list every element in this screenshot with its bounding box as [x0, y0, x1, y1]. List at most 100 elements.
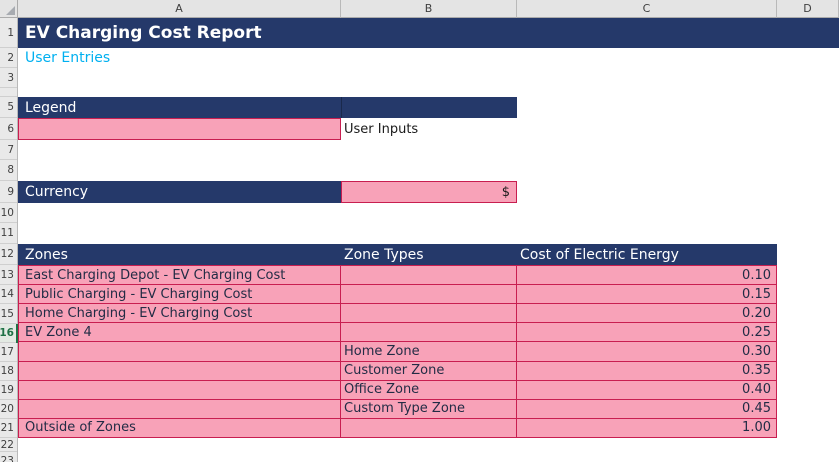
subtitle-cell[interactable]: User Entries — [18, 48, 338, 68]
zone-name: East Charging Depot - EV Charging Cost — [25, 267, 286, 283]
column-header-c[interactable]: C — [517, 0, 777, 18]
zone-name-cell[interactable] — [19, 399, 341, 418]
user-input-swatch-cell[interactable] — [18, 118, 341, 140]
zone-name-cell[interactable]: Outside of Zones — [19, 418, 341, 437]
zone-row-17: Home Zone 0.30 — [19, 342, 776, 362]
zone-cost: 0.30 — [742, 343, 771, 359]
zone-name-cell[interactable]: East Charging Depot - EV Charging Cost — [19, 266, 341, 285]
row-header-22[interactable]: 22 — [0, 438, 17, 452]
legend-header-cell[interactable]: Legend — [18, 97, 517, 118]
zone-type-cell[interactable] — [341, 323, 517, 342]
zone-row-16-active: EV Zone 4 0.25 — [19, 323, 776, 343]
zone-cost-cell[interactable]: 0.30 — [517, 342, 776, 360]
row-header-13[interactable]: 13 — [0, 265, 17, 285]
zone-type-cell[interactable]: Customer Zone — [341, 361, 517, 380]
zone-name-cell[interactable]: Public Charging - EV Charging Cost — [19, 285, 341, 304]
cost-column-header[interactable]: Cost of Electric Energy — [520, 246, 679, 263]
zone-cost: 0.40 — [742, 382, 771, 398]
zones-table-header-row: Zones Zone Types Cost of Electric Energy — [18, 244, 777, 265]
zone-type-cell[interactable]: Office Zone — [341, 380, 517, 399]
zone-type-cell[interactable] — [341, 418, 517, 437]
zone-types-column-header[interactable]: Zone Types — [344, 246, 424, 263]
zone-cost: 0.35 — [742, 363, 771, 379]
zones-column-header[interactable]: Zones — [25, 246, 68, 263]
zone-cost-cell[interactable]: 0.25 — [517, 323, 776, 341]
zone-type: Custom Type Zone — [344, 401, 466, 417]
zone-name-cell-active[interactable]: EV Zone 4 — [19, 323, 341, 342]
cell-border-divider — [341, 97, 342, 118]
column-header-b[interactable]: B — [341, 0, 517, 18]
zones-table: East Charging Depot - EV Charging Cost 0… — [18, 265, 777, 438]
zone-cost: 0.25 — [742, 324, 771, 340]
column-header-d[interactable]: D — [777, 0, 839, 18]
zone-row-20: Custom Type Zone 0.45 — [19, 399, 776, 419]
row-header-8[interactable]: 8 — [0, 160, 17, 181]
zone-type-cell[interactable]: Home Zone — [341, 342, 517, 361]
zone-cost-cell[interactable]: 0.15 — [517, 285, 776, 303]
zone-row-15: Home Charging - EV Charging Cost 0.20 — [19, 304, 776, 324]
zone-type-cell[interactable] — [341, 285, 517, 304]
row-header-10[interactable]: 10 — [0, 203, 17, 223]
zone-cost-cell[interactable]: 1.00 — [517, 419, 776, 437]
zone-cost-cell[interactable]: 0.45 — [517, 400, 776, 418]
currency-header-cell[interactable]: Currency — [18, 181, 341, 203]
select-all-corner[interactable] — [0, 0, 18, 18]
zone-type: Home Zone — [344, 343, 420, 359]
row-header-2[interactable]: 2 — [0, 48, 17, 68]
zone-row-13: East Charging Depot - EV Charging Cost 0… — [19, 266, 776, 286]
active-row-indicator — [16, 324, 18, 343]
currency-header-text: Currency — [25, 184, 89, 200]
zone-type-cell[interactable] — [341, 304, 517, 323]
zone-cost-cell[interactable]: 0.40 — [517, 381, 776, 399]
zone-cost: 0.20 — [742, 305, 771, 321]
zone-type-cell[interactable]: Custom Type Zone — [341, 399, 517, 418]
row-header-14[interactable]: 14 — [0, 285, 17, 304]
zone-cost: 1.00 — [742, 420, 771, 436]
row-header-3[interactable]: 3 — [0, 68, 17, 88]
row-header-12[interactable]: 12 — [0, 244, 17, 265]
row-header-20[interactable]: 20 — [0, 400, 17, 419]
column-header-a[interactable]: A — [18, 0, 341, 18]
legend-header-text: Legend — [25, 99, 77, 116]
zone-name: Outside of Zones — [25, 420, 136, 436]
zone-cost-cell[interactable]: 0.10 — [517, 266, 776, 284]
report-title-cell[interactable]: EV Charging Cost Report — [18, 18, 839, 48]
zone-cost-cell[interactable]: 0.20 — [517, 304, 776, 322]
subtitle-text: User Entries — [25, 50, 111, 66]
row-header-6[interactable]: 6 — [0, 118, 17, 140]
zone-row-19: Office Zone 0.40 — [19, 380, 776, 400]
report-title: EV Charging Cost Report — [25, 23, 262, 43]
zone-row-14: Public Charging - EV Charging Cost 0.15 — [19, 285, 776, 305]
row-header-16-active[interactable]: 16 — [0, 324, 17, 343]
row-header-11[interactable]: 11 — [0, 223, 17, 244]
zone-row-21: Outside of Zones 1.00 — [19, 418, 776, 437]
row-header-1[interactable]: 1 — [0, 18, 17, 48]
zone-name-cell[interactable] — [19, 342, 341, 361]
user-inputs-label: User Inputs — [344, 121, 419, 137]
select-all-icon — [6, 6, 15, 15]
zone-name-cell[interactable]: Home Charging - EV Charging Cost — [19, 304, 341, 323]
row-header-gutter: 1 2 3 5 6 7 8 9 10 11 12 13 14 15 16 17 … — [0, 18, 18, 462]
zone-row-18: Customer Zone 0.35 — [19, 361, 776, 381]
row-header-21[interactable]: 21 — [0, 419, 17, 438]
zone-type: Customer Zone — [344, 363, 445, 379]
currency-value-cell[interactable]: $ — [341, 181, 517, 203]
row-header-7[interactable]: 7 — [0, 140, 17, 160]
row-header-17[interactable]: 17 — [0, 343, 17, 362]
zone-name-cell[interactable] — [19, 380, 341, 399]
row-header-23[interactable]: 23 — [0, 452, 17, 462]
zone-cost: 0.15 — [742, 286, 771, 302]
zone-cost-cell[interactable]: 0.35 — [517, 362, 776, 380]
user-inputs-label-cell[interactable]: User Inputs — [341, 118, 517, 140]
zone-name: Public Charging - EV Charging Cost — [25, 286, 253, 302]
row-header-5[interactable]: 5 — [0, 97, 17, 118]
zone-type-cell[interactable] — [341, 266, 517, 285]
zone-name-cell[interactable] — [19, 361, 341, 380]
zone-cost: 0.10 — [742, 267, 771, 283]
row-header-19[interactable]: 19 — [0, 381, 17, 400]
row-header-18[interactable]: 18 — [0, 362, 17, 381]
zone-type: Office Zone — [344, 382, 420, 398]
row-header-15[interactable]: 15 — [0, 304, 17, 324]
row-header-4-hidden[interactable] — [0, 88, 17, 97]
row-header-9[interactable]: 9 — [0, 181, 17, 203]
